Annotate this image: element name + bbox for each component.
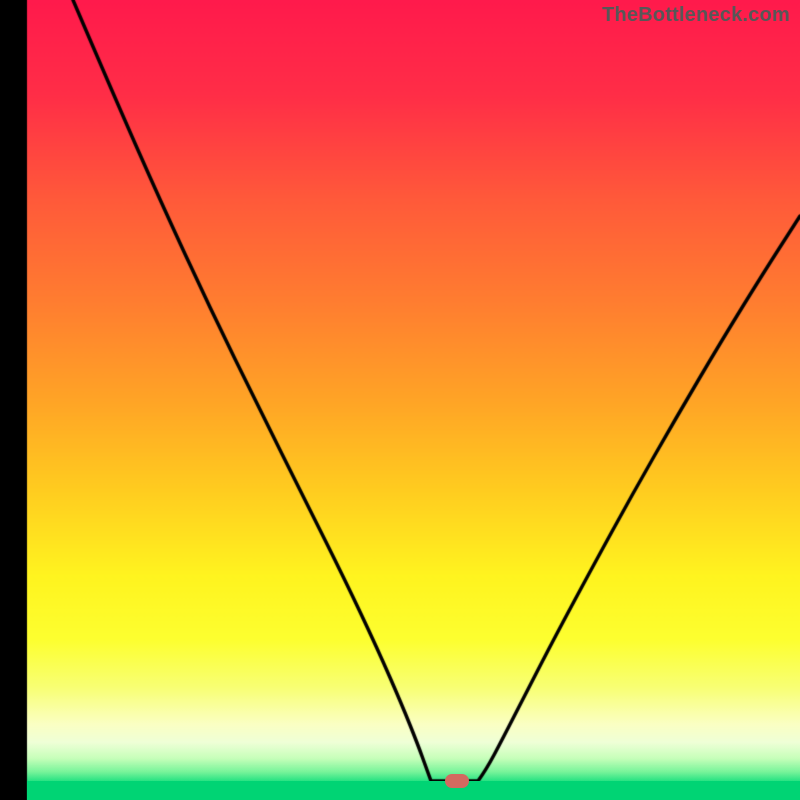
bottleneck-chart: TheBottleneck.com [0,0,800,800]
bottom-accent-bar [27,781,800,800]
source-watermark: TheBottleneck.com [602,4,790,27]
optimal-point-marker [445,774,469,788]
bottleneck-curve [0,0,800,800]
